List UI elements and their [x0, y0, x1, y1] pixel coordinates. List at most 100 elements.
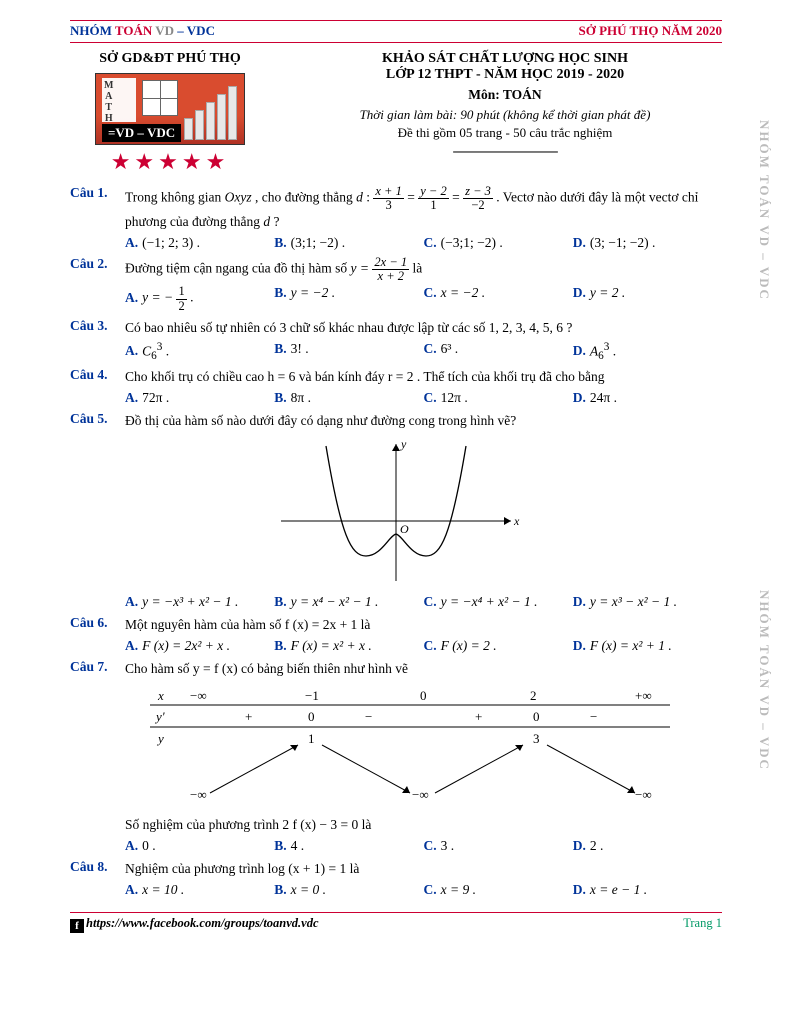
question-number: Câu 8.	[70, 859, 125, 880]
options-q8: A.x = 10 . B.x = 0 . C.x = 9 . D.x = e −…	[125, 882, 722, 898]
base: A	[590, 343, 598, 358]
option-d: D.F (x) = x² + 1 .	[573, 638, 722, 654]
quartic-graph-icon: x y O	[271, 436, 521, 586]
num: y − 2	[418, 185, 448, 199]
option-b: B.4 .	[274, 838, 423, 854]
option-d: D.y = 2 .	[573, 285, 722, 312]
q7-variation-table: x −∞ −1 0 2 +∞ y' + 0 − + 0 − y 1 3 −∞ −…	[130, 685, 722, 809]
title-left: SỞ GD&ĐT PHÚ THỌ MATH =VD – VDC ★★★★★	[70, 51, 270, 175]
option-b: B.x = 0 .	[274, 882, 423, 898]
den: x + 2	[372, 270, 409, 283]
cell: −∞	[190, 688, 207, 703]
label: D.	[573, 838, 586, 853]
question-number: Câu 2.	[70, 256, 125, 283]
text: Đường tiệm cận ngang của đồ thị hàm số	[125, 261, 351, 276]
cell: x	[157, 688, 164, 703]
var: d	[356, 190, 363, 205]
option-c: C.F (x) = 2 .	[424, 638, 573, 654]
value: 24π .	[590, 390, 617, 405]
option-c: C.6³ .	[424, 341, 573, 362]
group-dash: –	[174, 23, 187, 38]
label: C.	[424, 285, 437, 300]
value: 4 .	[291, 838, 305, 853]
label: C.	[424, 235, 437, 250]
base: C	[142, 343, 151, 358]
value: 6³ .	[441, 341, 459, 356]
question-text: Số nghiệm của phương trình 2 f (x) − 3 =…	[125, 815, 722, 836]
question-text: Một nguyên hàm của hàm số f (x) = 2x + 1…	[125, 615, 722, 636]
option-c: C.x = −2 .	[424, 285, 573, 312]
label: C.	[424, 638, 437, 653]
title-block: SỞ GD&ĐT PHÚ THỌ MATH =VD – VDC ★★★★★ KH…	[70, 51, 722, 175]
options-q1: A.(−1; 2; 3) . B.(3;1; −2) . C.(−3;1; −2…	[125, 235, 722, 251]
spacer	[70, 815, 125, 836]
cell: +	[475, 709, 482, 724]
ylabel: y	[400, 437, 407, 451]
value: y = x⁴ − x² − 1 .	[291, 594, 379, 609]
page-header: NHÓM TOÁN VD – VDC SỞ PHÚ THỌ NĂM 2020	[70, 23, 722, 39]
label: B.	[274, 341, 286, 356]
group-prefix: NHÓM	[70, 23, 115, 38]
options-q6: A.F (x) = 2x² + x . B.F (x) = x² + x . C…	[125, 638, 722, 654]
value: x = 10 .	[142, 882, 184, 897]
option-b: B.F (x) = x² + x .	[274, 638, 423, 654]
option-a: A.F (x) = 2x² + x .	[125, 638, 274, 654]
text: .	[162, 343, 169, 358]
label: A.	[125, 235, 138, 250]
page-footer: fhttps://www.facebook.com/groups/toanvd.…	[70, 912, 722, 933]
question-6: Câu 6. Một nguyên hàm của hàm số f (x) =…	[70, 615, 722, 636]
cell: −	[365, 709, 372, 724]
option-b: B.(3;1; −2) .	[274, 235, 423, 251]
cell: 2	[530, 688, 537, 703]
question-number: Câu 4.	[70, 367, 125, 388]
num: 2x − 1	[372, 256, 409, 270]
option-c: C.12π .	[424, 390, 573, 406]
title-line-5: Đề thi gồm 05 trang - 50 câu trắc nghiệm	[288, 125, 722, 141]
title-line-2: LỚP 12 THPT - NĂM HỌC 2019 - 2020	[288, 67, 722, 83]
label: B.	[274, 638, 286, 653]
den: 1	[418, 199, 448, 212]
label: B.	[274, 882, 286, 897]
option-a: A.y = −x³ + x² − 1 .	[125, 594, 274, 610]
label: A.	[125, 594, 138, 609]
value: x = e − 1 .	[590, 882, 647, 897]
option-b: B. y = x⁴ − x² − 1 .	[274, 594, 423, 610]
fraction: y − 21	[418, 185, 448, 212]
title-line-1: KHẢO SÁT CHẤT LƯỢNG HỌC SINH	[288, 51, 722, 67]
footer-url: https://www.facebook.com/groups/toanvd.v…	[86, 916, 319, 930]
text: là	[413, 261, 423, 276]
cell: 0	[308, 709, 315, 724]
label: C.	[424, 594, 437, 609]
option-b: B.8π .	[274, 390, 423, 406]
value: 3 .	[441, 838, 455, 853]
question-number: Câu 5.	[70, 411, 125, 432]
text: =	[407, 190, 418, 205]
value: y = −	[142, 290, 176, 305]
text: :	[363, 190, 374, 205]
var: y =	[351, 261, 373, 276]
cell: +	[245, 709, 252, 724]
stars-icon: ★★★★★	[70, 149, 270, 175]
question-2: Câu 2. Đường tiệm cận ngang của đồ thị h…	[70, 256, 722, 283]
value: x = 9 .	[441, 882, 476, 897]
cell: 1	[308, 731, 315, 746]
top-rule	[70, 20, 722, 21]
num: 1	[176, 285, 186, 299]
cell: −∞	[412, 787, 429, 802]
question-text: Cho hàm số y = f (x) có bảng biến thiên …	[125, 659, 722, 680]
num: x + 1	[373, 185, 403, 199]
options-q3: A.C63 . B.3! . C.6³ . D.A63 .	[125, 341, 722, 362]
label: B.	[274, 594, 286, 609]
label: A.	[125, 838, 138, 853]
value: 12π .	[441, 390, 468, 405]
cell: −1	[305, 688, 319, 703]
title-dashes: ------------------------------	[288, 143, 722, 159]
question-3: Câu 3. Có bao nhiêu số tự nhiên có 3 chữ…	[70, 318, 722, 339]
den: 3	[373, 199, 403, 212]
question-text: Đường tiệm cận ngang của đồ thị hàm số y…	[125, 256, 722, 283]
option-a: A.C63 .	[125, 341, 274, 362]
option-a: A.0 .	[125, 838, 274, 854]
side-watermark: NHÓM TOÁN VD – VDC	[756, 590, 772, 771]
text: =	[452, 190, 463, 205]
title-right: KHẢO SÁT CHẤT LƯỢNG HỌC SINH LỚP 12 THPT…	[288, 51, 722, 175]
